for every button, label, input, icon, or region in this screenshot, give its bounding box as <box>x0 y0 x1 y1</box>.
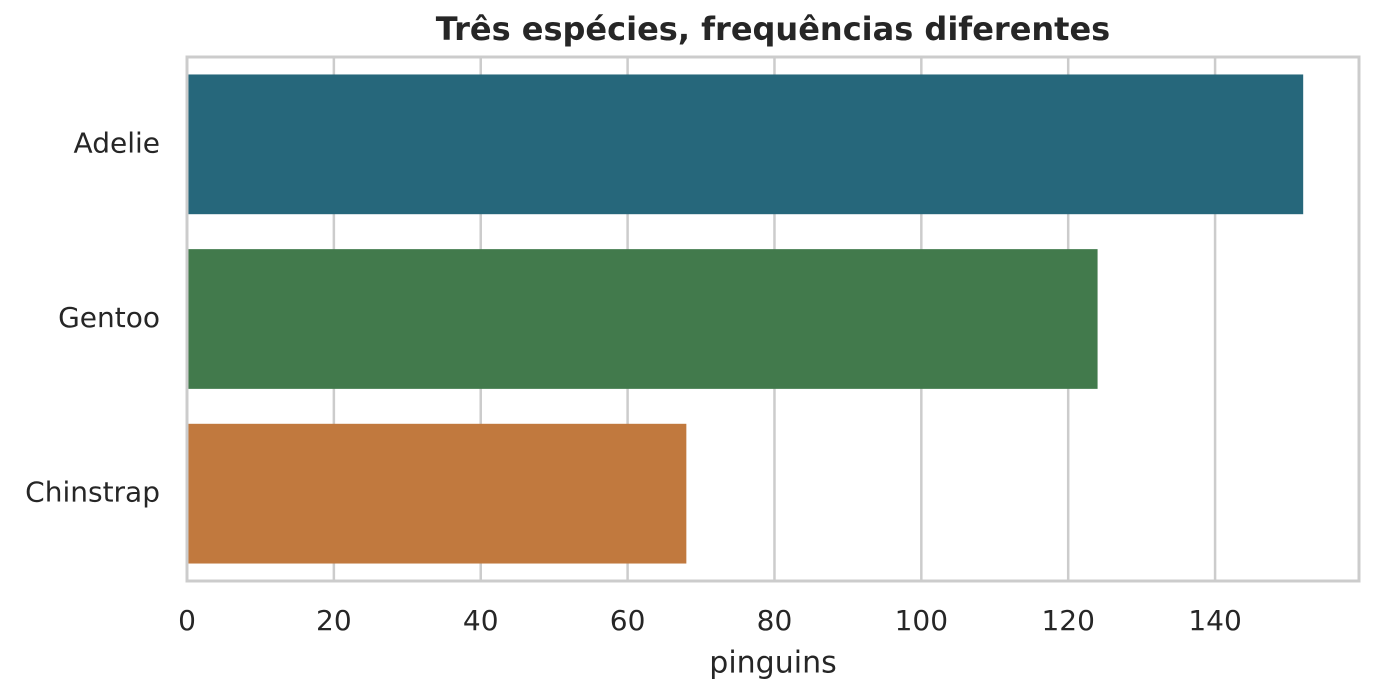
x-axis-label: pinguins <box>709 646 836 681</box>
x-tick-label: 140 <box>1188 604 1241 637</box>
y-tick-label: Gentoo <box>58 301 160 334</box>
x-tick-label: 80 <box>757 604 793 637</box>
x-tick-label: 120 <box>1041 604 1094 637</box>
bar <box>187 423 687 564</box>
y-tick-label: Chinstrap <box>25 476 160 509</box>
x-tick-label: 40 <box>463 604 499 637</box>
x-tick-label: 100 <box>895 604 948 637</box>
plot-frame <box>185 55 1361 583</box>
x-tick-label: 20 <box>316 604 352 637</box>
bar <box>187 74 1304 215</box>
x-tick-label: 60 <box>610 604 646 637</box>
chart-title: Três espécies, frequências diferentes <box>436 10 1110 48</box>
bar <box>187 249 1098 389</box>
y-tick-label: Adelie <box>74 126 160 159</box>
x-tick-label: 0 <box>178 604 196 637</box>
